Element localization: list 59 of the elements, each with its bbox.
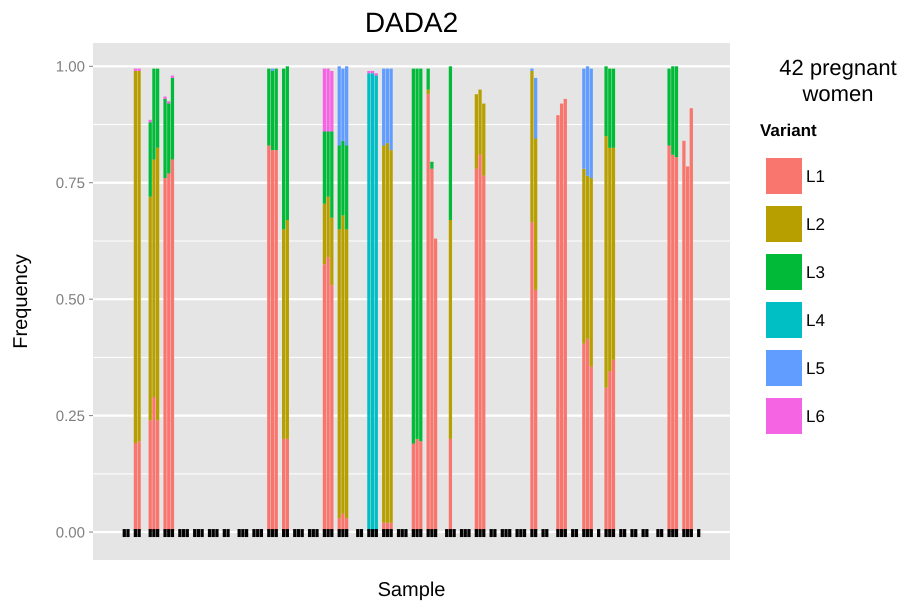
bar	[590, 68, 593, 178]
bar	[671, 66, 674, 155]
bar	[322, 131, 326, 204]
bar	[167, 101, 170, 104]
bar	[586, 66, 590, 176]
y-tick-label: 0.25	[56, 408, 85, 425]
bar	[286, 220, 289, 439]
text: 42 pregnant women	[779, 55, 897, 106]
bar	[370, 70, 374, 74]
bar	[134, 70, 138, 444]
bar	[582, 168, 586, 344]
legend-label: L4	[806, 310, 825, 330]
y-tick-label: 0.00	[56, 524, 85, 542]
bar	[382, 68, 386, 146]
bar	[345, 66, 348, 146]
bar	[590, 178, 593, 367]
legend-label: L1	[806, 166, 825, 186]
x-axis-title: Sample	[378, 579, 446, 601]
bar	[382, 145, 386, 523]
bar	[674, 66, 678, 158]
bar	[412, 68, 415, 444]
bar	[608, 68, 612, 148]
bar	[604, 136, 608, 388]
y-tick-label: 1.00	[56, 58, 85, 76]
bar	[386, 143, 390, 523]
bar	[330, 131, 334, 218]
y-axis-title: Frequency	[10, 254, 32, 349]
y-tick-label: 0.50	[56, 291, 85, 308]
bar	[419, 68, 422, 442]
bar	[338, 145, 341, 230]
bar	[389, 68, 393, 150]
bar	[374, 73, 378, 76]
bar	[156, 148, 160, 420]
legend-label: L3	[806, 262, 825, 282]
bar	[330, 70, 334, 132]
bar	[338, 66, 341, 146]
bar	[430, 162, 434, 169]
legend-label: L6	[806, 406, 825, 426]
chart-title: DADA2	[364, 7, 458, 38]
legend-label: L5	[806, 358, 825, 378]
bar	[448, 66, 452, 220]
bar	[448, 220, 452, 439]
bar	[322, 68, 326, 132]
bar	[137, 70, 141, 442]
bar	[426, 90, 430, 94]
bar	[270, 70, 274, 150]
legend-label: L2	[806, 214, 825, 234]
legend-title: Variant	[760, 121, 818, 140]
y-tick-label: 0.75	[56, 174, 85, 192]
bar	[367, 70, 371, 74]
bar	[534, 78, 538, 138]
bar	[282, 68, 286, 230]
bar	[163, 98, 167, 178]
bar	[148, 120, 152, 122]
bar	[612, 68, 616, 148]
bar	[426, 68, 430, 90]
bar	[326, 68, 330, 132]
bar	[345, 145, 348, 230]
bar	[274, 68, 278, 150]
